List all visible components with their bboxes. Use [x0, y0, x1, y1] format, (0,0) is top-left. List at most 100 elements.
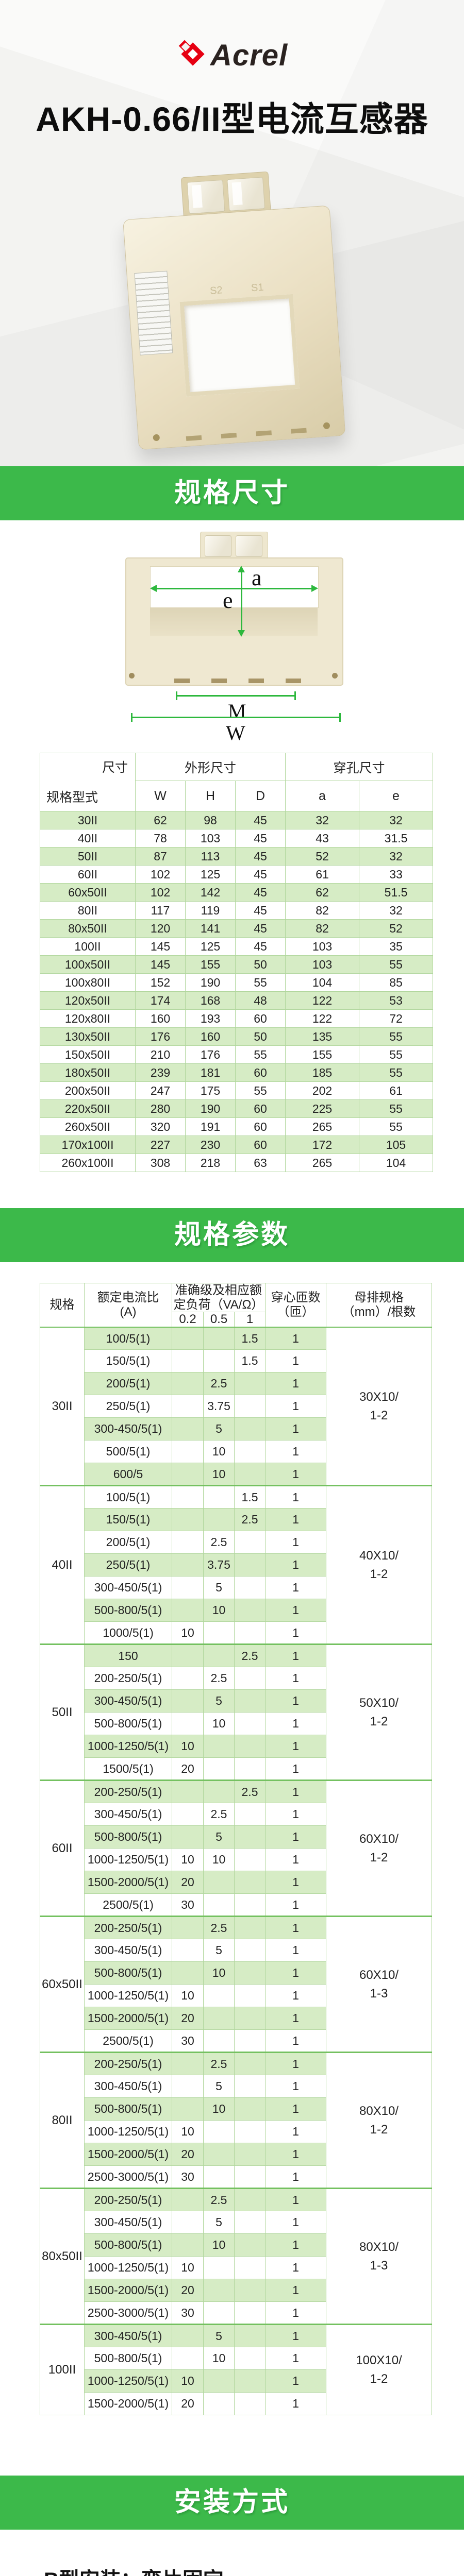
params-cell-c05: 2.5: [203, 1916, 235, 1940]
params-cell-ratio: 500/5(1): [84, 1440, 172, 1464]
size-model-cell: 60II: [40, 865, 136, 884]
params-cell-c05: [203, 2301, 235, 2325]
params-cell-c1: [234, 1848, 266, 1872]
params-cell-c1: [234, 1961, 266, 1985]
params-cell-c02: [172, 1599, 204, 1622]
params-cell-c02: [172, 1712, 204, 1736]
size-value-cell: 105: [358, 1136, 434, 1154]
params-cell-ratio: 1000-1250/5(1): [84, 1848, 172, 1872]
params-table-row: 60x50II 200-250/5(1) 2.5 1 60X10/1-3: [40, 1916, 433, 2053]
params-table-row: 300-450/5(1) 2.5 1: [40, 1803, 432, 1826]
params-spec-cell: 30II: [40, 1327, 85, 1486]
embossed-s1: S1: [251, 281, 264, 294]
product-label-sticker: [134, 270, 173, 355]
size-value-cell: 61: [358, 1081, 434, 1100]
size-value-cell: 62: [135, 811, 186, 829]
params-cell-c05: 2.5: [203, 2052, 235, 2076]
params-cell-c1: [234, 2188, 266, 2212]
size-value-cell: 103: [285, 937, 359, 956]
params-cell-c05: [203, 1871, 235, 1894]
size-model-cell: 100x80II: [40, 973, 136, 992]
size-model-cell: 60x50II: [40, 883, 136, 902]
params-header-spec: 规格: [40, 1282, 85, 1328]
size-value-cell: 190: [185, 1099, 236, 1118]
params-cell-turns: 1: [265, 1463, 327, 1486]
size-value-cell: 82: [285, 919, 359, 938]
params-cell-c1: [234, 1712, 266, 1736]
params-cell-c05: 10: [203, 2097, 235, 2121]
params-cell-c05: 10: [203, 1463, 235, 1486]
params-cell-c05: 3.75: [203, 1395, 235, 1418]
size-value-cell: 60: [235, 1099, 286, 1118]
size-table-corner: 尺寸 规格型式: [40, 753, 136, 811]
size-value-cell: 85: [358, 973, 434, 992]
params-cell-c02: [172, 1417, 204, 1441]
params-cell-c02: 10: [172, 2256, 204, 2280]
params-cell-turns: 1: [265, 2007, 327, 2030]
arrow-a: [156, 588, 312, 589]
params-table-row: 60II 200-250/5(1) 2.5 1 60X10/1-2: [40, 1780, 433, 1917]
embossed-s2: S2: [209, 284, 223, 297]
params-cell-ratio: 100/5(1): [84, 1485, 172, 1509]
params-cell-ratio: 300-450/5(1): [84, 2324, 172, 2348]
params-cell-ratio: 500-800/5(1): [84, 2233, 172, 2257]
corner-label-size: 尺寸: [102, 760, 128, 775]
params-cell-turns: 1: [265, 1553, 327, 1577]
params-cell-c02: 10: [172, 1848, 204, 1872]
params-cell-ratio: 2500/5(1): [84, 1893, 172, 1917]
params-cell-ratio: 1500-2000/5(1): [84, 2007, 172, 2030]
size-model-cell: 80x50II: [40, 919, 136, 938]
params-table-row: 30II 100/5(1) 1.5 1 30X10/1-2: [40, 1327, 433, 1486]
params-spec-cell: 50II: [40, 1643, 85, 1781]
params-cell-ratio: 600/5: [84, 1463, 172, 1486]
params-cell-c02: 10: [172, 1621, 204, 1645]
params-cell-ratio: 150/5(1): [84, 1349, 172, 1373]
params-cell-c02: 10: [172, 1984, 204, 2008]
params-cell-c05: 5: [203, 2211, 235, 2234]
size-model-cell: 150x50II: [40, 1045, 136, 1064]
params-cell-turns: 1: [265, 1984, 327, 2008]
params-cell-c05: 5: [203, 1417, 235, 1441]
size-col-w: W: [135, 781, 186, 811]
params-cell-c05: 10: [203, 1712, 235, 1736]
params-cell-c1: [234, 2165, 266, 2189]
dim-label-a: a: [252, 565, 262, 590]
size-value-cell: 55: [235, 973, 286, 992]
params-cell-c05: [203, 1893, 235, 1917]
size-value-cell: 60: [235, 1063, 286, 1082]
params-table-row: 1000-1250/5(1) 10 1: [40, 2369, 432, 2393]
size-value-cell: 160: [185, 1027, 236, 1046]
params-cell-turns: 1: [265, 1440, 327, 1464]
params-cell-c1: [234, 1531, 266, 1554]
params-cell-turns: 1: [265, 1735, 327, 1758]
size-value-cell: 45: [235, 811, 286, 829]
params-cell-turns: 1: [265, 1780, 327, 1804]
params-cell-c05: 5: [203, 2324, 235, 2348]
size-value-cell: 103: [185, 829, 236, 848]
params-cell-ratio: 300-450/5(1): [84, 1417, 172, 1441]
size-value-cell: 61: [285, 865, 359, 884]
params-cell-ratio: 300-450/5(1): [84, 2211, 172, 2234]
params-cell-ratio: 150/5(1): [84, 1508, 172, 1532]
size-model-cell: 40II: [40, 829, 136, 848]
params-cell-c02: [172, 1553, 204, 1577]
size-value-cell: 119: [185, 901, 236, 920]
params-cell-c1: 2.5: [234, 1508, 266, 1532]
params-cell-c1: [234, 1599, 266, 1622]
params-cell-c05: [203, 1508, 235, 1532]
params-cell-c02: [172, 1576, 204, 1600]
params-table-row: 300-450/5(1) 5 1: [40, 1417, 432, 1441]
params-table-row: 1000-1250/5(1) 10 1: [40, 2256, 432, 2280]
arrow-e: [241, 572, 242, 631]
params-cell-c05: [203, 2029, 235, 2053]
size-value-cell: 265: [285, 1117, 359, 1136]
params-cell-turns: 1: [265, 2279, 327, 2302]
params-subcol-1: 1: [234, 1312, 266, 1328]
params-table-row: 200/5(1) 2.5 1: [40, 1531, 432, 1554]
params-busbar-cell: 60X10/1-3: [326, 1916, 433, 2053]
params-cell-c02: 30: [172, 2301, 204, 2325]
size-value-cell: 176: [135, 1027, 186, 1046]
params-cell-c1: [234, 1984, 266, 2008]
size-value-cell: 202: [285, 1081, 359, 1100]
size-table-row: 60II 102 125 45 61 33: [40, 865, 434, 884]
